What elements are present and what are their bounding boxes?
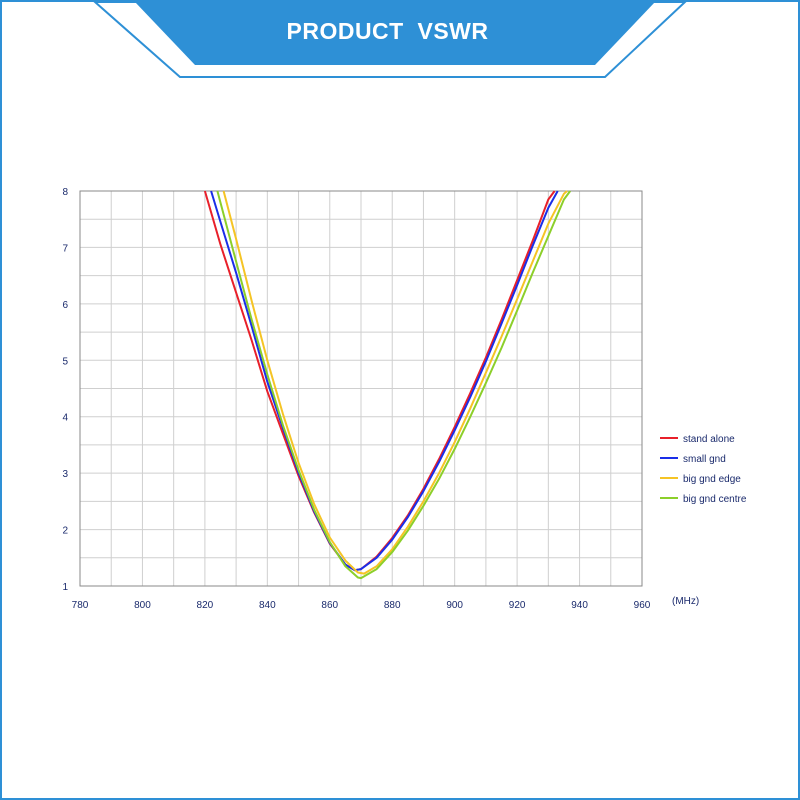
chart-axes: 780 800 820 840 860 880 900 920 940 960 1 2 3 4 5 6 7 8 (M… xyxy=(62,187,699,611)
legend-label: big gnd edge xyxy=(683,474,741,485)
y-tick-label: 2 xyxy=(62,526,68,537)
y-tick-label: 4 xyxy=(62,413,68,424)
x-tick-label: 960 xyxy=(634,600,651,611)
series-line xyxy=(216,190,572,580)
x-tick-label: 920 xyxy=(509,600,526,611)
x-tick-label: 860 xyxy=(321,600,338,611)
banner-shape xyxy=(92,0,688,78)
x-tick-label: 880 xyxy=(384,600,401,611)
y-tick-label: 1 xyxy=(62,582,68,593)
plot-border xyxy=(79,190,643,587)
page-title: PRODUCT VSWR xyxy=(286,18,489,44)
series-line xyxy=(210,190,559,572)
x-axis-unit-label: (MHz) xyxy=(672,596,699,607)
y-tick-label: 7 xyxy=(62,243,68,254)
y-tick-label: 3 xyxy=(62,469,68,480)
chart-grid xyxy=(79,190,643,587)
y-tick-label: 8 xyxy=(62,187,68,198)
chart-series xyxy=(203,190,572,580)
series-line xyxy=(222,190,568,575)
x-tick-label: 800 xyxy=(134,600,151,611)
y-tick-label: 6 xyxy=(62,300,68,311)
x-tick-label: 940 xyxy=(571,600,588,611)
banner-fill xyxy=(135,2,655,65)
title-banner: PRODUCT VSWR xyxy=(0,0,800,90)
legend-label: stand alone xyxy=(683,434,735,445)
y-tick-label: 5 xyxy=(62,356,68,367)
legend-label: big gnd centre xyxy=(683,494,747,505)
x-tick-label: 840 xyxy=(259,600,276,611)
legend-label: small gnd xyxy=(683,454,726,465)
chart-legend: stand alone small gnd big gnd edge big gnd … xyxy=(660,434,747,505)
x-tick-label: 780 xyxy=(72,600,89,611)
x-tick-label: 820 xyxy=(197,600,214,611)
x-tick-label: 900 xyxy=(446,600,463,611)
